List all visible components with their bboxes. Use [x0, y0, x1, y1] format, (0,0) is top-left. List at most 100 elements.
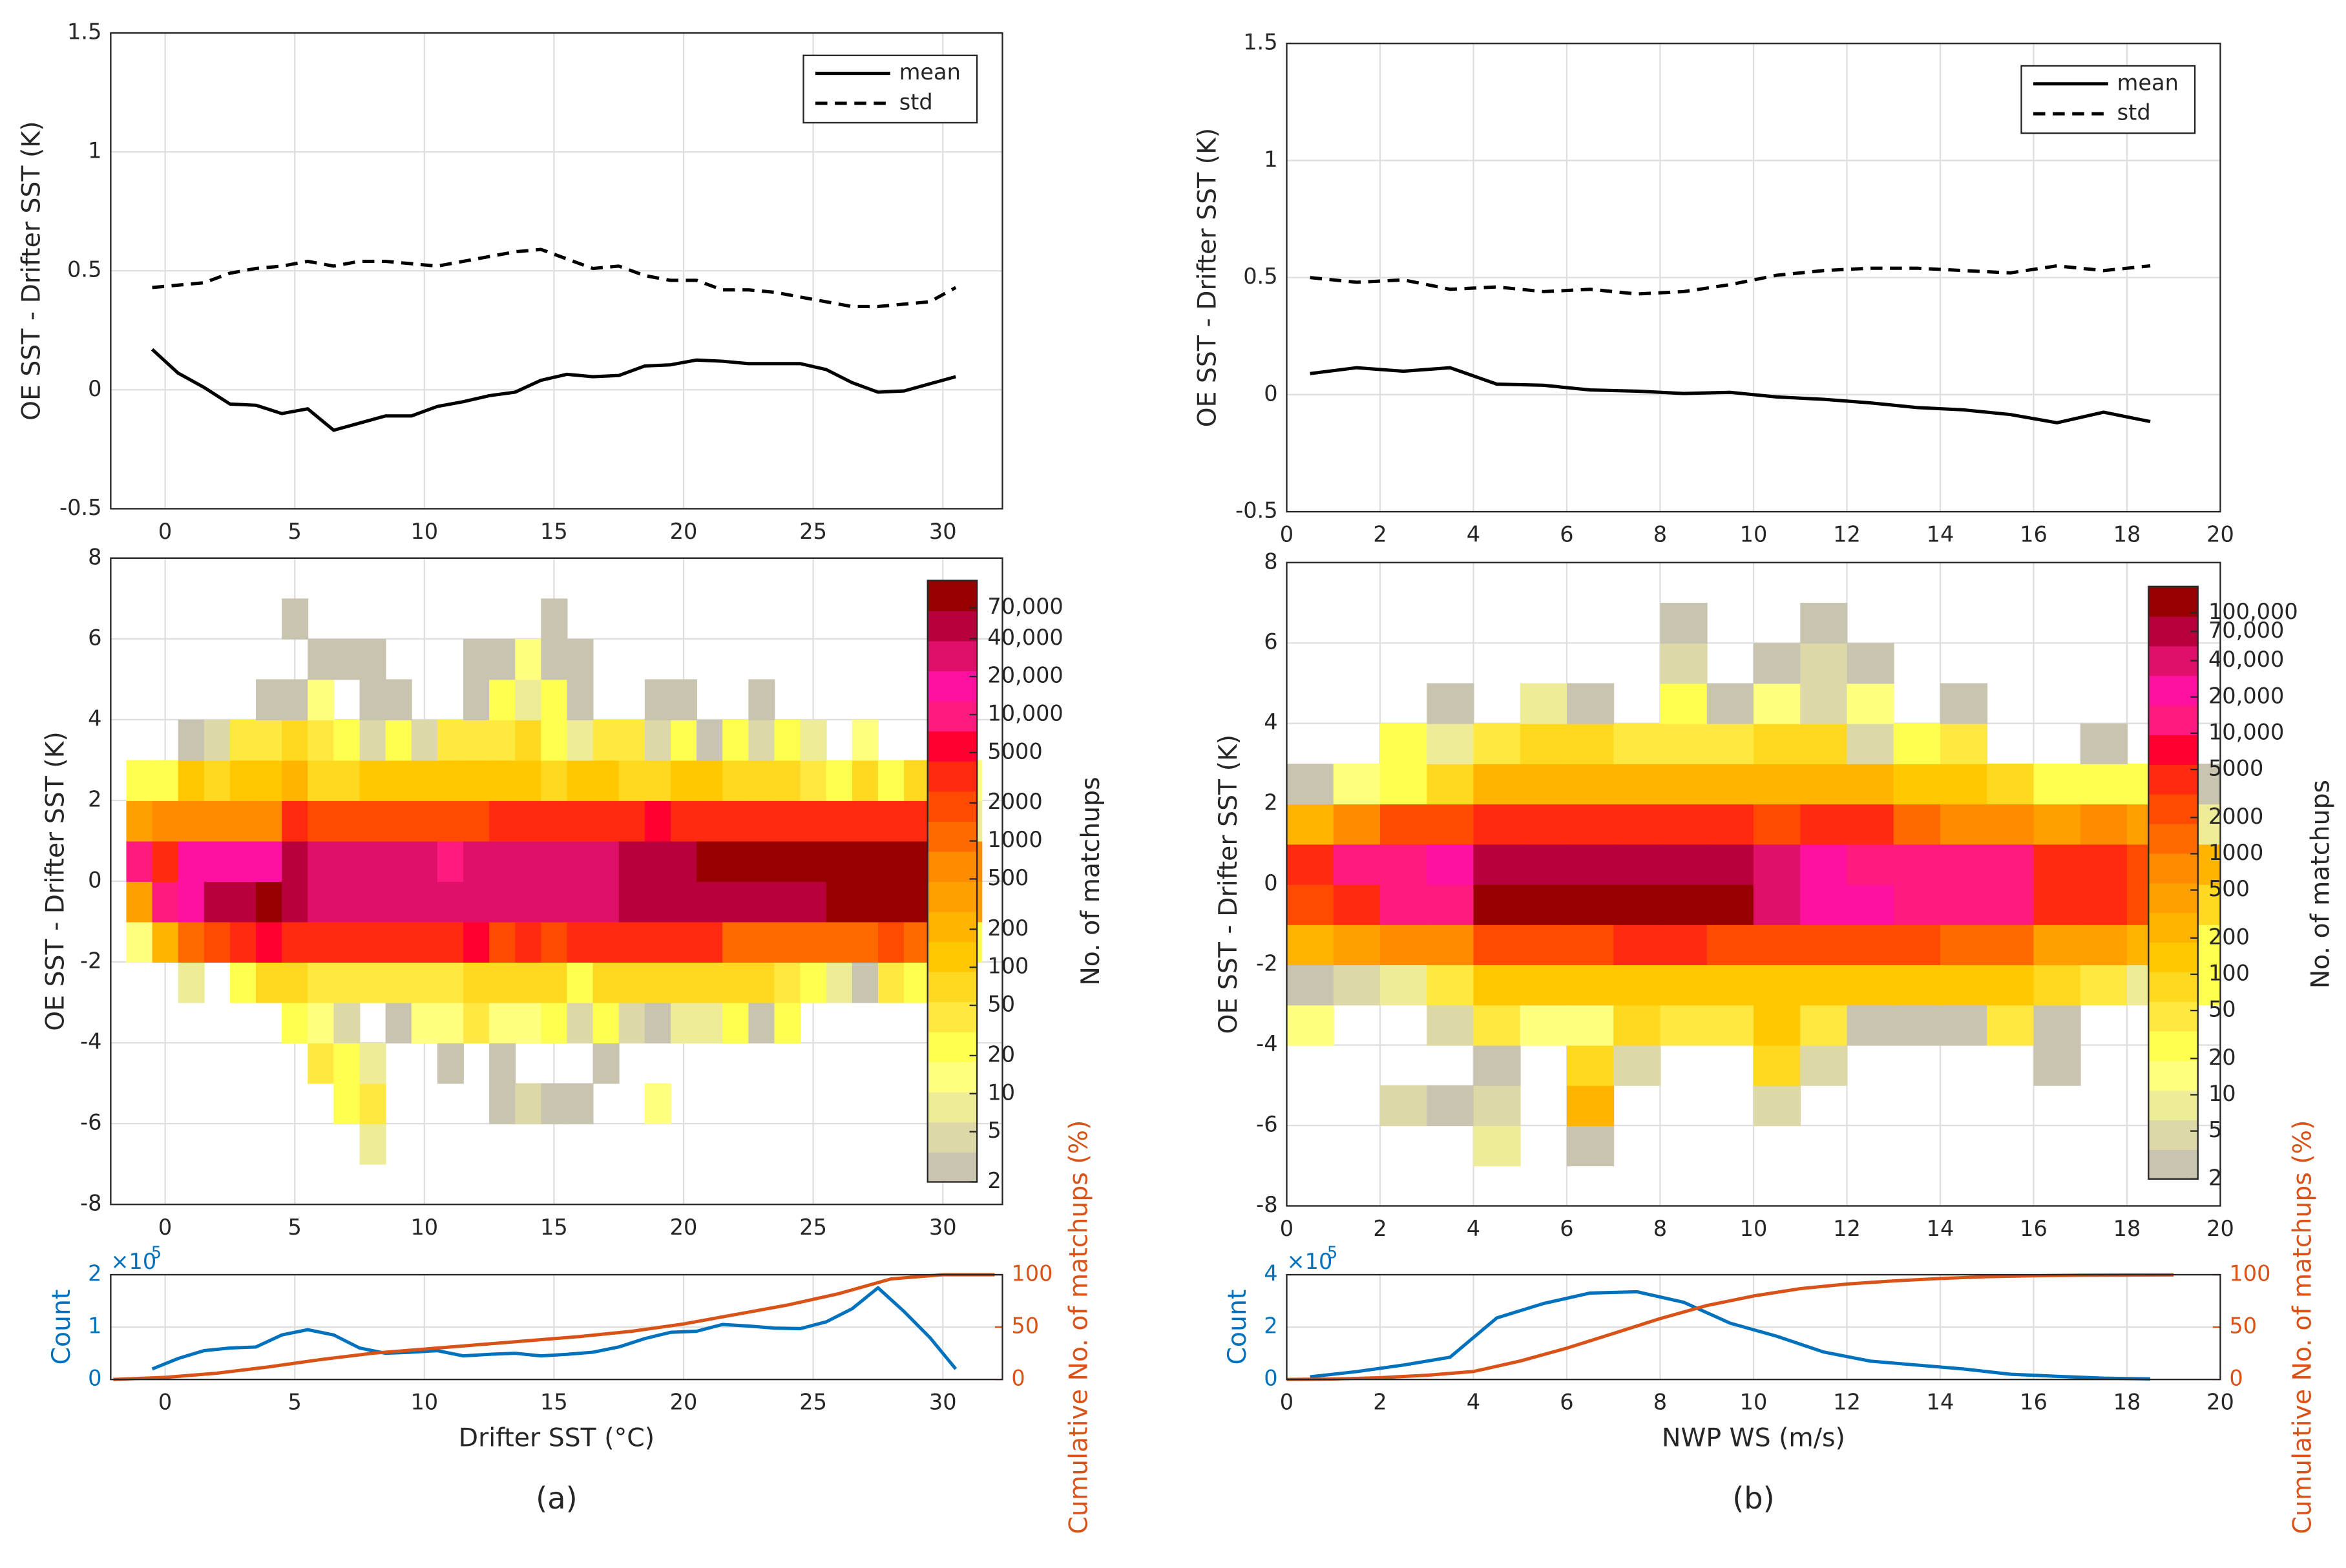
- colorbar-block: [2148, 1030, 2198, 1061]
- colorbar-block: [927, 851, 978, 882]
- heatmap-cell: [515, 1083, 542, 1125]
- y-tick-label: -6: [80, 1110, 101, 1135]
- heatmap-cell: [1473, 723, 1521, 764]
- heatmap-cell: [2033, 763, 2081, 805]
- x-tick-label: 20: [670, 1215, 698, 1240]
- heatmap-cell: [567, 719, 594, 761]
- series-line: [1286, 1273, 2174, 1381]
- heatmap-cell: [1660, 603, 1708, 644]
- heatmap-cell: [774, 962, 801, 1003]
- heatmap-cell: [1800, 924, 1848, 966]
- x-tick-label: 0: [1280, 522, 1293, 547]
- heatmap-cell: [515, 962, 542, 1003]
- heatmap-cell: [385, 841, 412, 882]
- heatmap-cell: [1987, 1005, 2035, 1046]
- heatmap-cell: [359, 881, 386, 923]
- x-tick-label: 20: [670, 519, 698, 544]
- colorbar-label: No. of matchups: [2305, 780, 2335, 988]
- colorbar-block: [2148, 735, 2198, 765]
- heatmap-cell: [1987, 924, 2035, 966]
- heatmap-cell: [385, 679, 412, 720]
- heatmap-cell: [282, 598, 309, 640]
- heatmap-cell: [256, 921, 283, 963]
- x-tick-label: 6: [1560, 522, 1573, 547]
- heatmap-cell: [515, 1002, 542, 1044]
- heatmap-cell: [178, 800, 205, 842]
- y-tick-label: 0: [88, 1366, 101, 1391]
- heatmap-cell: [1473, 1125, 1521, 1167]
- y-axis-label: OE SST - Drifter SST (K): [40, 731, 70, 1031]
- heatmap-cell: [1893, 804, 1941, 845]
- heatmap-cell: [877, 841, 905, 882]
- heatmap-cell: [2033, 884, 2081, 925]
- heatmap-cell: [1427, 723, 1474, 764]
- heatmap-cell: [1427, 1085, 1474, 1126]
- heatmap-cell: [437, 760, 464, 801]
- colorbar-block: [927, 1061, 978, 1092]
- heatmap-cell: [333, 921, 361, 963]
- heatmap-cell: [592, 881, 620, 923]
- colorbar-block: [2148, 942, 2198, 972]
- heatmap-cell: [1427, 924, 1474, 966]
- heatmap-cell: [722, 760, 749, 801]
- x-tick-label: 16: [2020, 1216, 2048, 1241]
- y-tick-label: 2: [1264, 790, 1277, 815]
- heatmap-cell: [670, 800, 698, 842]
- heatmap-cell: [1800, 1045, 1848, 1086]
- x-tick-label: 18: [2113, 1390, 2141, 1415]
- heatmap-cell: [282, 1002, 309, 1044]
- heatmap-cell: [1613, 763, 1661, 805]
- legend-label: std: [2117, 100, 2151, 125]
- heatmap-cell: [1660, 804, 1708, 845]
- heatmap-cell: [1333, 924, 1381, 966]
- heatmap-cell: [670, 760, 698, 801]
- y-tick-label: -0.5: [1235, 498, 1278, 523]
- heatmap-cell: [1427, 884, 1474, 925]
- heatmap-cell: [541, 760, 568, 801]
- heatmap-cell: [1427, 1005, 1474, 1046]
- y-tick-label: 0: [1264, 1366, 1277, 1391]
- colorbar-block: [927, 640, 978, 672]
- heatmap-cell: [1520, 844, 1567, 885]
- heatmap-cell: [826, 800, 853, 842]
- heatmap-cell: [204, 921, 231, 963]
- heatmap-cell: [826, 921, 853, 963]
- x-tick-label: 8: [1653, 1390, 1667, 1415]
- y-axis-label: OE SST - Drifter SST (K): [1213, 735, 1243, 1034]
- colorbar-block: [2148, 616, 2198, 647]
- y2-axis-label: Cumulative No. of matchups (%): [1063, 1120, 1093, 1534]
- x-tick-label: 6: [1560, 1216, 1573, 1241]
- heatmap-cell: [1800, 844, 1848, 885]
- heatmap-cell: [2033, 924, 2081, 966]
- heatmap-cell: [385, 719, 412, 761]
- heatmap-cell: [2033, 965, 2081, 1006]
- legend-label: std: [899, 89, 933, 114]
- y-tick-label: -0.5: [59, 495, 102, 520]
- colorbar-tick-label: 50: [2208, 997, 2236, 1022]
- x-tick-label: 18: [2113, 1216, 2141, 1241]
- legend-label: mean: [899, 59, 961, 85]
- heatmap-cell: [748, 1002, 775, 1044]
- heatmap-cell: [618, 719, 645, 761]
- x-tick-label: 20: [2206, 1216, 2234, 1241]
- caption: (a): [536, 1481, 578, 1516]
- heatmap-cell: [696, 1002, 724, 1044]
- heatmap-cell: [1520, 1005, 1567, 1046]
- heatmap-cell: [592, 760, 620, 801]
- heatmap-cell: [1753, 1045, 1801, 1086]
- heatmap-cell: [359, 638, 386, 680]
- heatmap-cell: [152, 841, 179, 882]
- heatmap-cell: [696, 881, 724, 923]
- heatmap-cell: [2080, 844, 2128, 885]
- heatmap-cell: [1847, 965, 1894, 1006]
- heatmap-cell: [696, 760, 724, 801]
- y-axis-label: Count: [1222, 1290, 1252, 1365]
- heatmap-cell: [1753, 643, 1801, 684]
- x-tick-label: 2: [1373, 1216, 1387, 1241]
- heatmap-cell: [1800, 804, 1848, 845]
- heatmap-cell: [1847, 683, 1894, 724]
- heatmap-cell: [463, 679, 490, 720]
